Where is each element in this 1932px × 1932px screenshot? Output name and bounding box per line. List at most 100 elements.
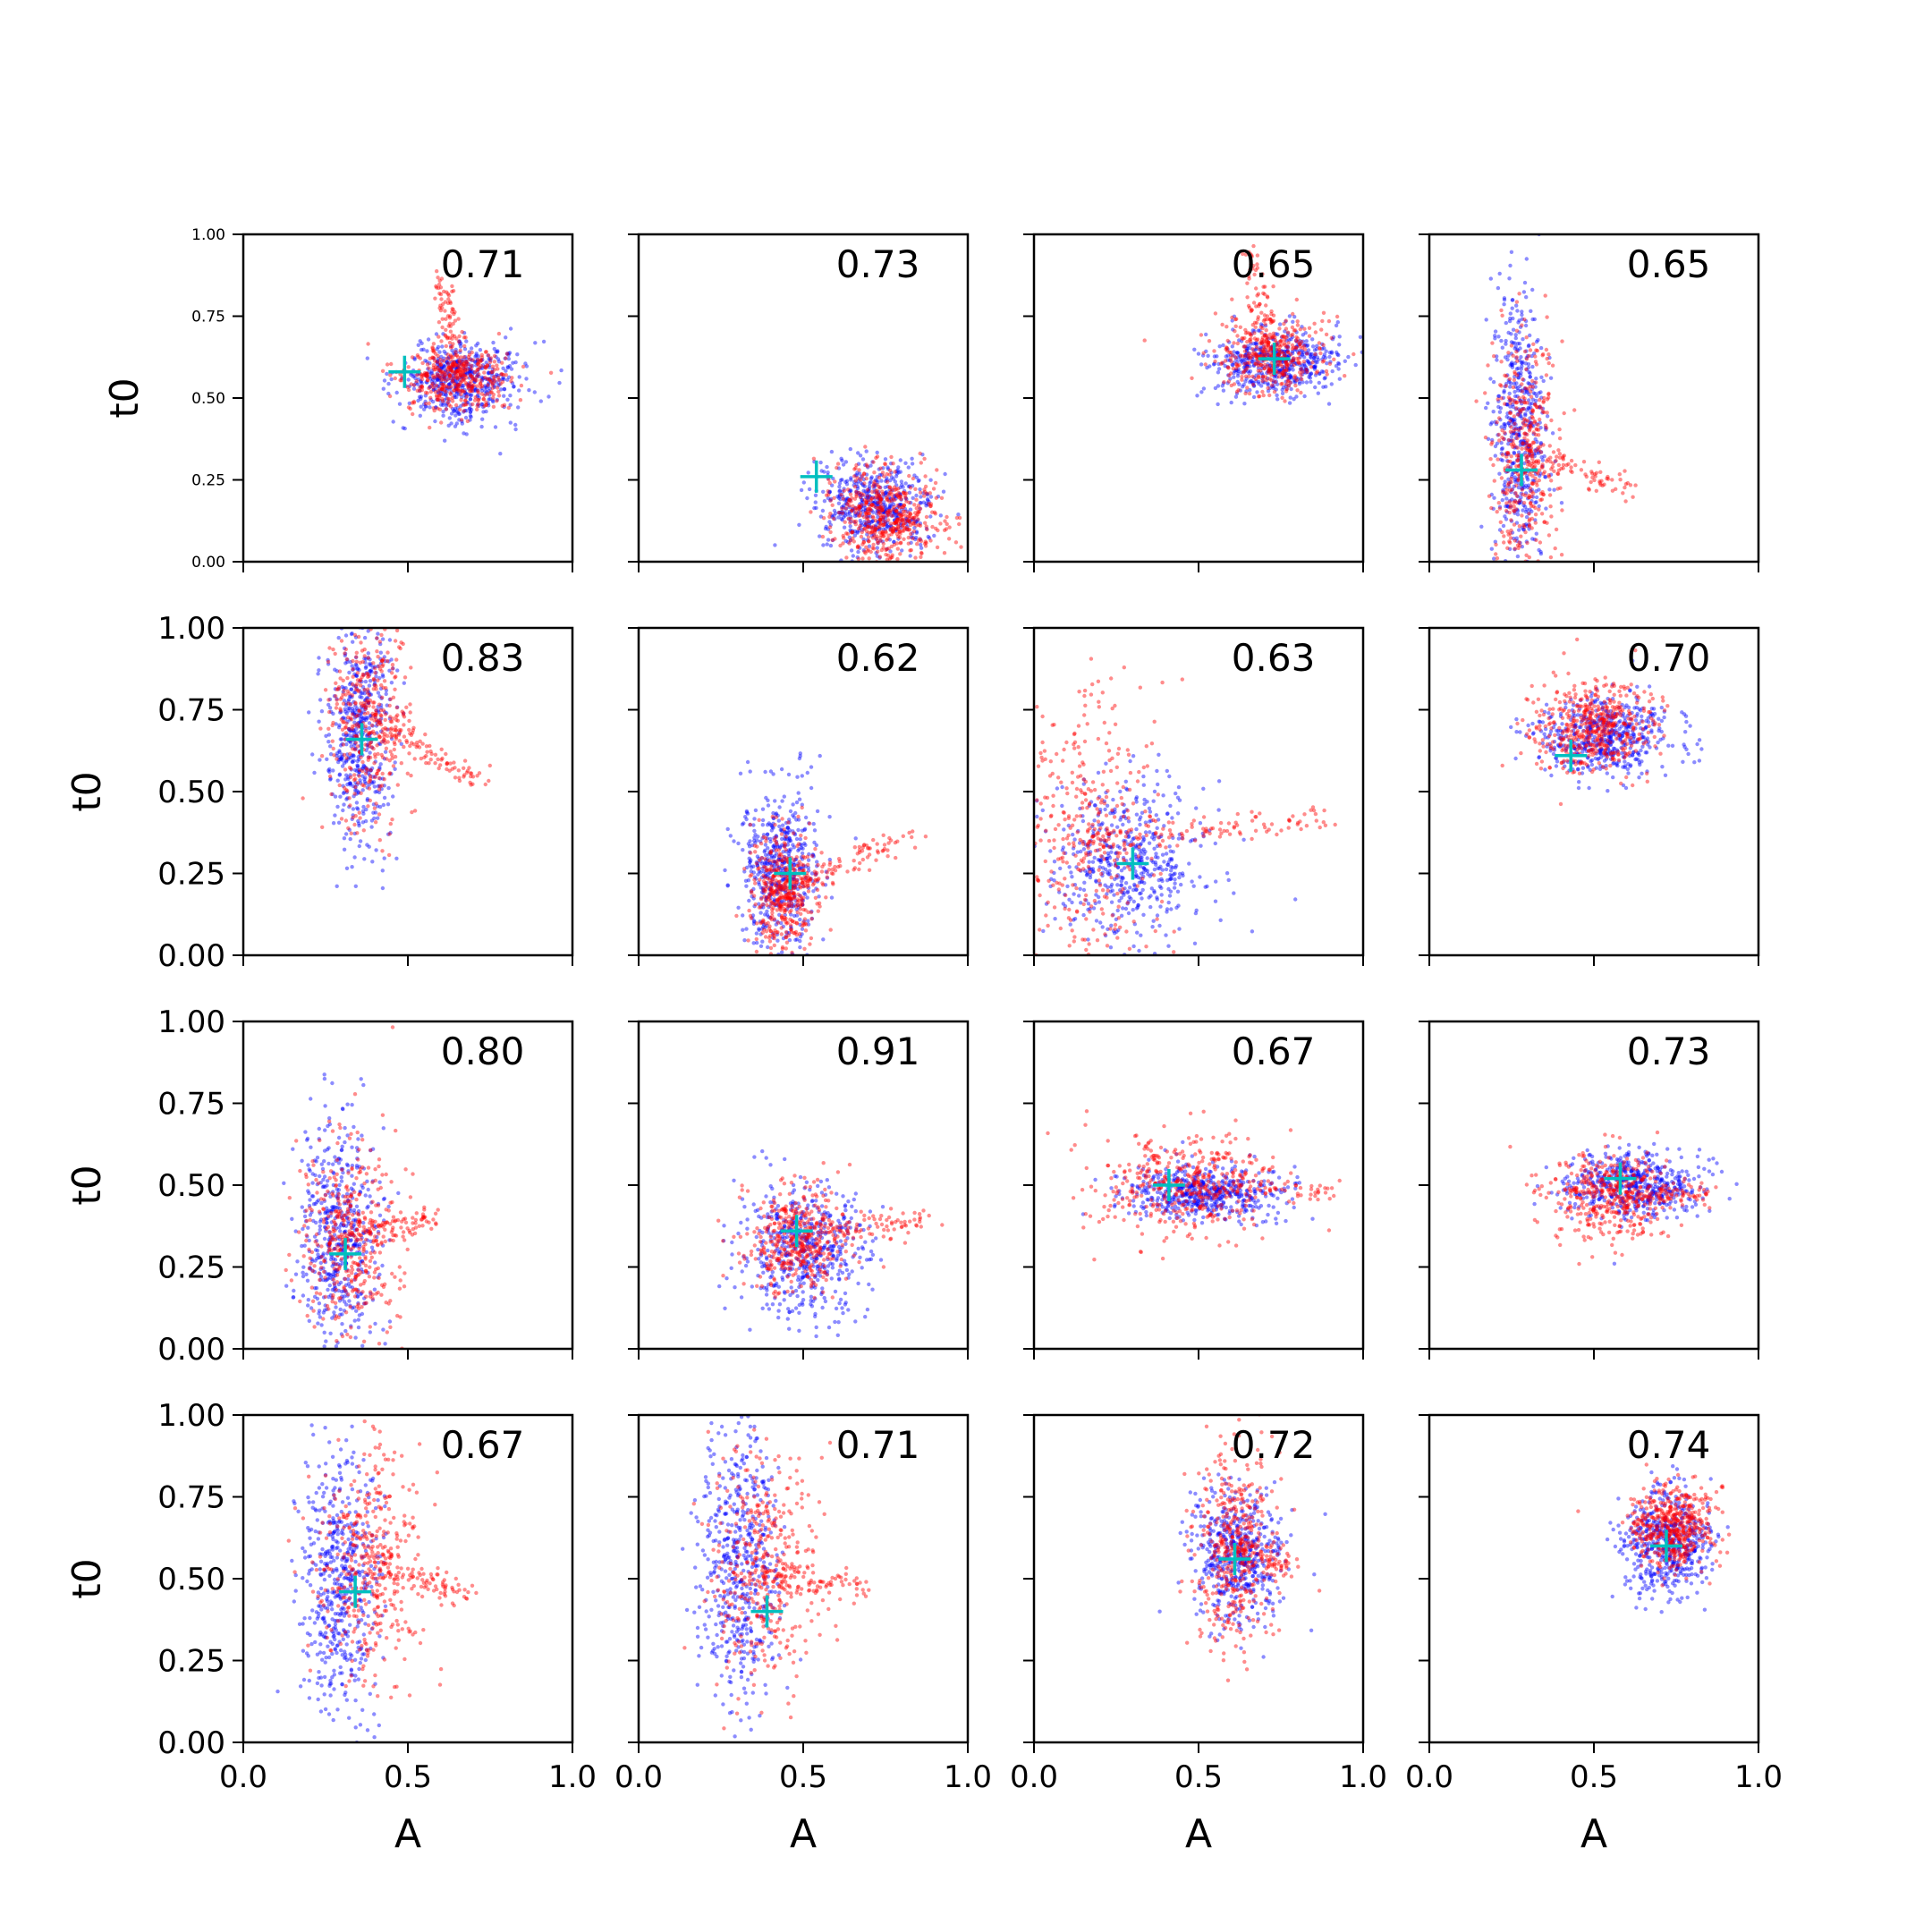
red-point <box>885 479 890 484</box>
red-point <box>1302 326 1307 331</box>
red-point <box>351 747 355 751</box>
blue-point <box>881 520 886 525</box>
red-point <box>357 767 362 773</box>
blue-point <box>1241 385 1245 389</box>
panel-score: 0.73 <box>836 242 920 286</box>
red-point <box>471 377 476 381</box>
red-point <box>867 524 871 529</box>
blue-point <box>352 794 356 799</box>
red-point <box>470 388 475 394</box>
blue-point <box>1235 354 1241 360</box>
blue-point <box>352 666 357 671</box>
red-point <box>902 503 907 507</box>
red-point <box>448 368 453 372</box>
red-point <box>419 756 423 761</box>
blue-point <box>463 391 468 395</box>
red-point <box>889 532 894 537</box>
blue-point <box>839 511 843 515</box>
red-point <box>864 476 869 481</box>
blue-point <box>1538 442 1544 446</box>
blue-point <box>1246 357 1251 361</box>
blue-point <box>863 505 868 511</box>
blue-point <box>1513 333 1518 337</box>
blue-point <box>463 394 469 400</box>
blue-point <box>876 480 880 485</box>
red-point <box>454 387 459 392</box>
blue-point <box>469 346 474 351</box>
red-point <box>440 386 445 390</box>
blue-point <box>423 403 428 409</box>
blue-point <box>365 843 369 847</box>
blue-point <box>1309 352 1313 357</box>
red-point <box>919 551 924 555</box>
red-point <box>1271 284 1275 289</box>
red-point <box>885 497 889 503</box>
red-point <box>380 601 384 605</box>
red-point <box>1486 363 1490 368</box>
red-point <box>435 394 439 398</box>
blue-point <box>363 596 367 599</box>
red-point <box>1539 512 1545 516</box>
red-point <box>394 715 399 719</box>
blue-point <box>1529 420 1534 425</box>
red-point <box>453 402 459 408</box>
blue-point <box>1493 336 1497 341</box>
blue-point <box>346 708 351 713</box>
blue-point <box>1230 318 1234 323</box>
red-point <box>431 350 436 354</box>
red-point <box>828 512 833 516</box>
blue-point <box>464 392 469 396</box>
estimate-marker <box>388 355 421 388</box>
blue-point <box>1200 353 1206 358</box>
red-point <box>1509 343 1514 348</box>
blue-point <box>1246 355 1250 360</box>
red-point <box>434 352 438 356</box>
blue-point <box>496 349 500 353</box>
red-point <box>445 361 451 366</box>
red-point <box>1258 301 1262 307</box>
blue-point <box>1529 410 1533 414</box>
red-point <box>1546 360 1551 366</box>
blue-point <box>1521 438 1526 444</box>
blue-point <box>494 354 498 360</box>
blue-point <box>367 721 372 725</box>
blue-point <box>1500 497 1505 503</box>
red-point <box>877 511 881 516</box>
blue-point <box>826 470 830 475</box>
blue-point <box>360 679 364 684</box>
red-point <box>904 499 909 504</box>
blue-point <box>470 363 475 369</box>
blue-point <box>1251 362 1257 367</box>
red-point <box>1267 367 1272 371</box>
red-point <box>1535 405 1540 410</box>
red-point <box>853 466 858 470</box>
blue-point <box>1282 349 1286 354</box>
blue-point <box>873 504 878 510</box>
blue-point <box>428 360 432 366</box>
blue-point <box>1259 350 1264 355</box>
red-point <box>865 507 870 512</box>
red-point <box>419 388 424 393</box>
blue-point <box>1313 365 1318 369</box>
blue-point <box>886 512 891 516</box>
red-point <box>1264 333 1269 338</box>
blue-point <box>896 465 901 470</box>
red-point <box>450 379 455 384</box>
red-point <box>895 503 900 508</box>
red-point <box>398 646 402 651</box>
red-point <box>1541 492 1546 497</box>
red-point <box>872 529 877 533</box>
blue-point <box>346 699 351 703</box>
blue-point <box>1258 328 1262 333</box>
blue-point <box>868 508 872 513</box>
red-point <box>1507 488 1513 493</box>
red-point <box>445 400 450 405</box>
red-point <box>1229 350 1233 355</box>
blue-point <box>1521 508 1525 513</box>
blue-point <box>386 381 391 386</box>
red-point <box>327 774 333 779</box>
red-point <box>1547 493 1553 497</box>
red-point <box>850 509 854 513</box>
blue-point <box>1297 379 1301 384</box>
blue-point <box>349 687 354 691</box>
